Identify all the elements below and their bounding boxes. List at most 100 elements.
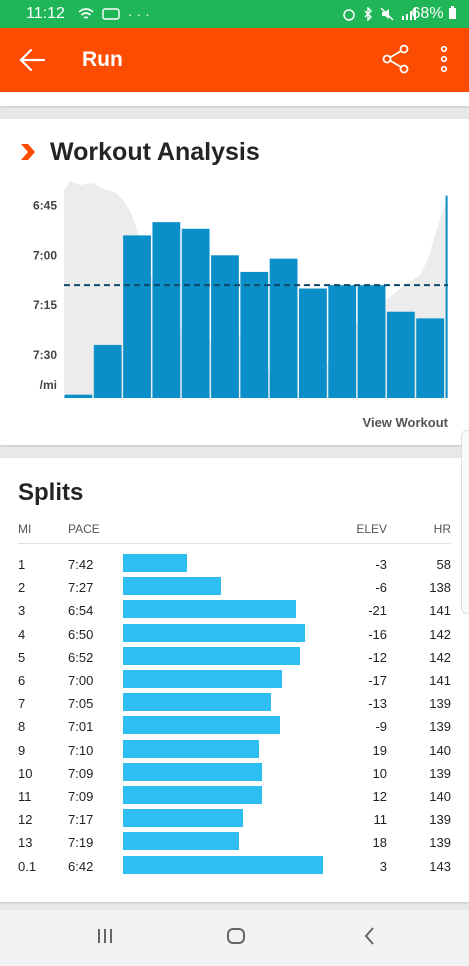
split-heart-rate: 139: [429, 835, 451, 851]
split-pace-bar: [123, 693, 271, 712]
pace-chart[interactable]: 6:45 7:00 7:15 7:30/mi: [0, 179, 469, 403]
status-time: 11:12: [26, 5, 65, 22]
split-heart-rate: 139: [429, 812, 451, 828]
split-row[interactable]: 13 7:19 18 139: [0, 832, 469, 855]
workout-analysis-card: Workout Analysis 6:45 7:00 7:15 7:30/mi Vie…: [0, 119, 469, 445]
split-pace: 7:01: [68, 719, 94, 735]
split-elevation: 19: [372, 742, 387, 758]
split-pace: 7:09: [68, 765, 94, 781]
share-icon[interactable]: [381, 44, 411, 74]
edge-panel-handle[interactable]: [461, 430, 469, 614]
split-mile: 6: [18, 673, 26, 688]
split-pace-bar: [123, 577, 221, 596]
split-row[interactable]: 10 7:09 10 139: [0, 762, 469, 786]
split-row[interactable]: 7 7:05 -13 139: [0, 693, 469, 716]
split-elevation: -12: [368, 649, 387, 665]
split-pace-bar: [123, 600, 296, 619]
pace-bar-mile-12[interactable]: [386, 311, 415, 398]
more-vertical-icon[interactable]: [435, 44, 453, 74]
y-tick-label: 6:45: [33, 199, 57, 213]
split-pace: 6:54: [68, 603, 94, 619]
split-row[interactable]: 3 6:54 -21 141: [0, 600, 469, 623]
split-row[interactable]: 5 6:52 -12 142: [0, 646, 469, 670]
nav-back-icon[interactable]: [360, 926, 380, 946]
split-mile: 11: [18, 789, 32, 804]
battery-indicator: 68%: [412, 5, 457, 23]
split-elevation: -6: [375, 580, 387, 596]
splits-title: Splits: [18, 479, 84, 506]
mute-icon: [380, 7, 394, 21]
pace-bar-mile-3[interactable]: [123, 235, 151, 398]
pace-bar-mile-6[interactable]: [211, 255, 239, 398]
split-heart-rate: 143: [429, 858, 451, 874]
pace-bar-mile-2[interactable]: [93, 344, 122, 398]
split-mile: 3: [18, 603, 26, 619]
split-elevation: -9: [375, 719, 387, 735]
split-heart-rate: 142: [429, 626, 451, 642]
split-heart-rate: 142: [429, 649, 451, 665]
split-pace: 7:09: [68, 789, 94, 804]
split-heart-rate: 138: [429, 580, 451, 596]
signal-icon: [402, 8, 416, 20]
split-elevation: 18: [372, 835, 387, 851]
split-row[interactable]: 11 7:09 12 140: [0, 786, 469, 809]
split-mile: 2: [18, 580, 26, 596]
split-pace-bar: [123, 646, 301, 665]
split-row[interactable]: 1 7:42 -3 58: [0, 554, 469, 577]
news-app-icon: [102, 8, 120, 20]
split-elevation: -13: [368, 696, 387, 712]
pace-bar-mile-8[interactable]: [269, 258, 298, 398]
view-workout-link[interactable]: View Workout: [362, 415, 448, 430]
split-mile: 1: [18, 557, 26, 572]
header-mi: MI: [18, 522, 32, 536]
split-row[interactable]: 8 7:01 -9 139: [0, 716, 469, 739]
split-heart-rate: 139: [429, 696, 451, 712]
pace-bar-mile-10[interactable]: [328, 285, 357, 398]
more-notifications-icon: ···: [127, 6, 154, 22]
split-elevation: 10: [372, 765, 387, 781]
header-hr: HR: [433, 522, 451, 536]
split-pace: 7:19: [68, 835, 94, 851]
pace-bar-mile-9[interactable]: [299, 288, 327, 399]
home-icon[interactable]: [226, 926, 246, 946]
arrow-left-icon[interactable]: [18, 46, 46, 74]
split-heart-rate: 58: [436, 557, 451, 572]
split-row[interactable]: 2 7:27 -6 138: [0, 577, 469, 600]
recents-icon[interactable]: [95, 926, 115, 946]
split-heart-rate: 140: [429, 742, 451, 758]
pace-bar-mile-13[interactable]: [416, 318, 445, 398]
pace-bar-mile-5[interactable]: [181, 228, 210, 398]
header-divider: [18, 543, 451, 544]
split-pace-bar: [123, 554, 187, 572]
split-row[interactable]: 6 7:00 -17 141: [0, 670, 469, 693]
y-tick-label: 7:15: [33, 298, 57, 312]
pace-bar-mile-7[interactable]: [240, 271, 269, 398]
split-row[interactable]: 0.1 6:42 3 143: [0, 855, 469, 879]
split-row[interactable]: 4 6:50 -16 142: [0, 623, 469, 647]
split-pace-bar: [123, 623, 305, 642]
system-nav-bar: [0, 910, 469, 966]
split-row[interactable]: 12 7:17 11 139: [0, 809, 469, 832]
split-pace-bar: [123, 786, 262, 804]
split-pace-bar: [123, 739, 260, 758]
split-pace: 7:05: [68, 696, 94, 712]
split-heart-rate: 140: [429, 789, 451, 804]
y-tick-label: 7:30: [33, 348, 57, 362]
y-tick-label: 7:00: [33, 248, 57, 262]
split-pace: 7:10: [68, 742, 94, 758]
bluetooth-icon: [364, 6, 373, 22]
split-row[interactable]: 9 7:10 19 140: [0, 739, 469, 763]
split-pace: 7:00: [68, 673, 94, 688]
pace-bar-mile-4[interactable]: [152, 222, 181, 398]
split-mile: 0.1: [18, 858, 37, 874]
pace-bar-mile-1[interactable]: [64, 394, 93, 398]
split-pace-bar: [123, 832, 239, 851]
header-pace: PACE: [68, 522, 100, 536]
split-heart-rate: 141: [429, 603, 451, 619]
pace-bar-mile-0.1[interactable]: [445, 195, 448, 398]
pace-bar-mile-11[interactable]: [357, 285, 386, 398]
split-elevation: -16: [368, 626, 387, 642]
split-pace-bar: [123, 670, 283, 688]
split-elevation: 3: [379, 858, 387, 874]
battery-percent: 68%: [411, 5, 444, 22]
